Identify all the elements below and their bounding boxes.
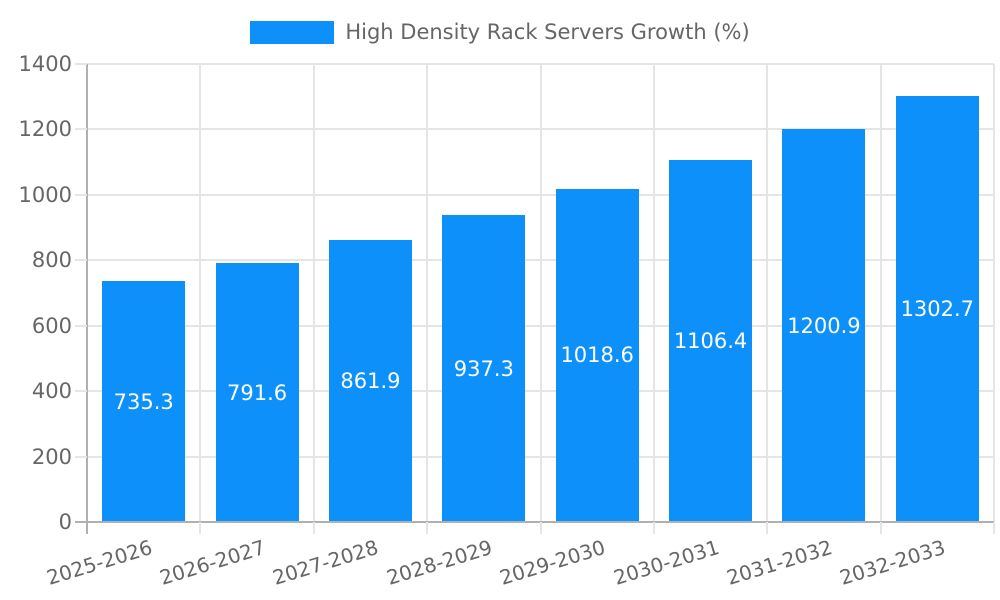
gridline-vertical [993,64,995,534]
x-tick-label: 2025-2026 [43,535,155,590]
bar[interactable]: 1302.7 [895,95,979,522]
x-tick-label: 2032-2033 [837,535,949,590]
bar[interactable]: 735.3 [102,281,186,522]
gridline-vertical [426,64,429,534]
y-tick-mark [75,193,87,196]
bar-value-label: 1302.7 [900,296,975,321]
bar[interactable]: 1018.6 [555,188,639,522]
gridline-vertical [879,64,882,534]
x-tick-label: 2029-2030 [496,535,609,590]
x-tick-label: 2030-2031 [610,535,722,590]
bar-value-label: 791.6 [227,380,288,405]
gridline-vertical [766,64,769,534]
bar[interactable]: 937.3 [442,215,526,522]
plot-area: 735.3 791.6 861.9 937.3 1018.6 1106.4 1200.9 13… [87,63,995,534]
bar-value-label: 1200.9 [787,313,861,338]
bar-value-label: 861.9 [340,369,401,394]
y-tick-label: 1400 [18,52,72,76]
y-tick-label: 800 [31,248,72,273]
gridline-vertical [539,64,542,534]
y-tick-label: 0 [58,510,72,534]
legend-label: High Density Rack Servers Growth (%) [345,20,750,44]
legend[interactable]: High Density Rack Servers Growth (%) [0,19,1000,45]
gridline-vertical [199,64,202,534]
y-tick-mark [75,390,87,393]
bar-value-label: 1106.4 [673,329,748,354]
y-tick-label: 1200 [18,117,72,142]
x-tick-label: 2031-2032 [723,535,835,590]
x-tick-label: 2028-2029 [383,535,495,590]
bar[interactable]: 1106.4 [669,160,753,522]
y-tick-mark [75,455,87,458]
y-tick-mark [75,324,87,327]
x-tick-label: 2026-2027 [156,535,269,590]
y-tick-mark [75,128,87,131]
y-tick-label: 600 [31,313,72,338]
bar[interactable]: 791.6 [215,263,299,522]
bar-value-label: 735.3 [113,389,174,414]
x-tick-label: 2027-2028 [270,535,382,590]
bar[interactable]: 1200.9 [782,129,866,522]
gridline-vertical [652,64,655,534]
y-tick-label: 1000 [18,182,72,207]
y-tick-mark [75,63,87,65]
bar[interactable]: 861.9 [328,240,412,522]
y-tick-label: 200 [31,444,72,469]
y-tick-label: 400 [31,379,72,404]
y-tick-mark [75,259,87,262]
bar-value-label: 937.3 [453,356,514,381]
gridline-vertical [312,64,315,534]
bar-value-label: 1018.6 [560,343,634,368]
legend-swatch-icon[interactable] [250,20,335,44]
